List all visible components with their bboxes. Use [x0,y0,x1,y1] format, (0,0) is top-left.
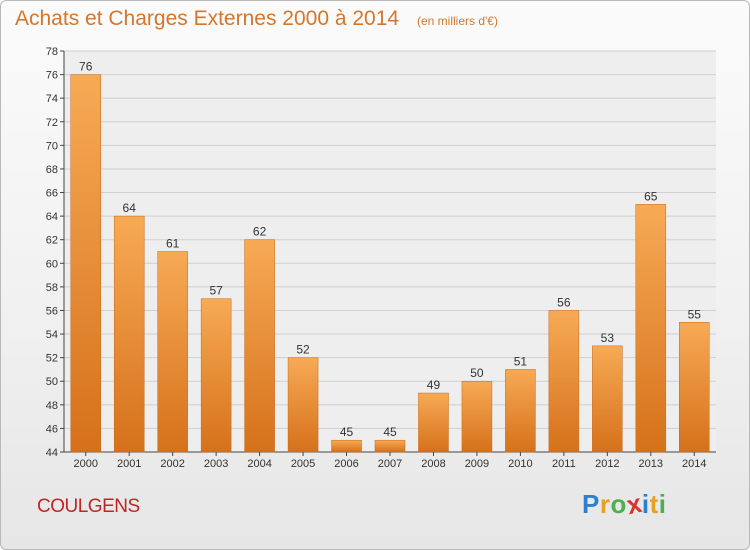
bar [244,239,275,453]
data-label: 57 [209,284,223,298]
data-label: 53 [601,331,615,345]
y-tick-label: 54 [46,329,58,341]
y-tick-label: 66 [46,188,58,200]
y-tick-label: 44 [46,447,58,459]
y-tick-label: 46 [46,423,58,435]
data-label: 61 [166,237,180,251]
data-label: 51 [514,354,528,368]
data-label: 55 [688,307,702,321]
bar [461,380,493,453]
bar [287,357,319,453]
bar [418,392,449,453]
x-tick-label: 2003 [204,458,228,470]
y-tick-label: 48 [46,400,58,412]
bar [200,298,232,453]
y-tick-label: 72 [46,117,58,129]
x-tick-label: 2010 [508,458,532,470]
x-tick-label: 2008 [421,458,445,470]
logo-letter: i [658,489,667,519]
data-label: 56 [557,295,571,309]
y-tick-label: 70 [46,140,58,152]
bar [70,74,101,453]
y-tick-label: 56 [46,305,58,317]
bar [505,369,536,453]
x-tick-label: 2004 [247,458,271,470]
commune-name: COULGENS [37,496,140,517]
logo-letter: P [582,489,600,519]
x-tick-label: 2001 [117,458,141,470]
bar [679,322,710,453]
x-tick-label: 2002 [160,458,184,470]
x-tick-label: 2009 [465,458,489,470]
y-tick-label: 58 [46,282,58,294]
x-tick-label: 2006 [334,458,358,470]
y-tick-label: 74 [46,93,58,105]
bar [374,439,406,453]
data-label: 45 [383,425,397,439]
logo-letter: t [649,489,659,519]
bar [113,215,145,453]
y-tick-label: 60 [46,258,58,270]
y-tick-label: 50 [46,376,58,388]
y-tick-label: 78 [46,46,58,58]
data-label: 45 [340,425,354,439]
chart-unit: (en milliers d'€) [417,14,498,28]
chart-title: Achats et Charges Externes 2000 à 2014 [15,7,400,30]
bar [592,345,623,453]
y-tick-label: 62 [46,235,58,247]
data-label: 65 [644,189,658,203]
logo-letter: i [641,489,650,519]
x-tick-label: 2013 [639,458,663,470]
x-tick-label: 2014 [682,458,706,470]
bar [548,310,580,453]
y-tick-label: 76 [46,70,58,82]
data-label: 49 [427,378,441,392]
data-label: 52 [296,343,310,357]
x-tick-label: 2007 [378,458,402,470]
proxiti-logo[interactable]: Proxiti [582,488,667,520]
y-tick-label: 68 [46,164,58,176]
x-tick-label: 2000 [73,458,97,470]
x-tick-label: 2005 [291,458,315,470]
data-label: 50 [470,366,484,380]
bar [331,439,362,453]
x-tick-label: 2011 [552,458,576,470]
y-tick-label: 64 [46,211,58,223]
data-label: 76 [79,60,93,74]
bar [635,204,667,453]
data-label: 62 [253,225,267,239]
x-tick-label: 2012 [595,458,619,470]
data-label: 64 [123,201,137,215]
logo-letter: o [610,489,627,519]
bar [157,251,188,453]
logo-letter: r [599,489,611,519]
y-tick-label: 52 [46,353,58,365]
